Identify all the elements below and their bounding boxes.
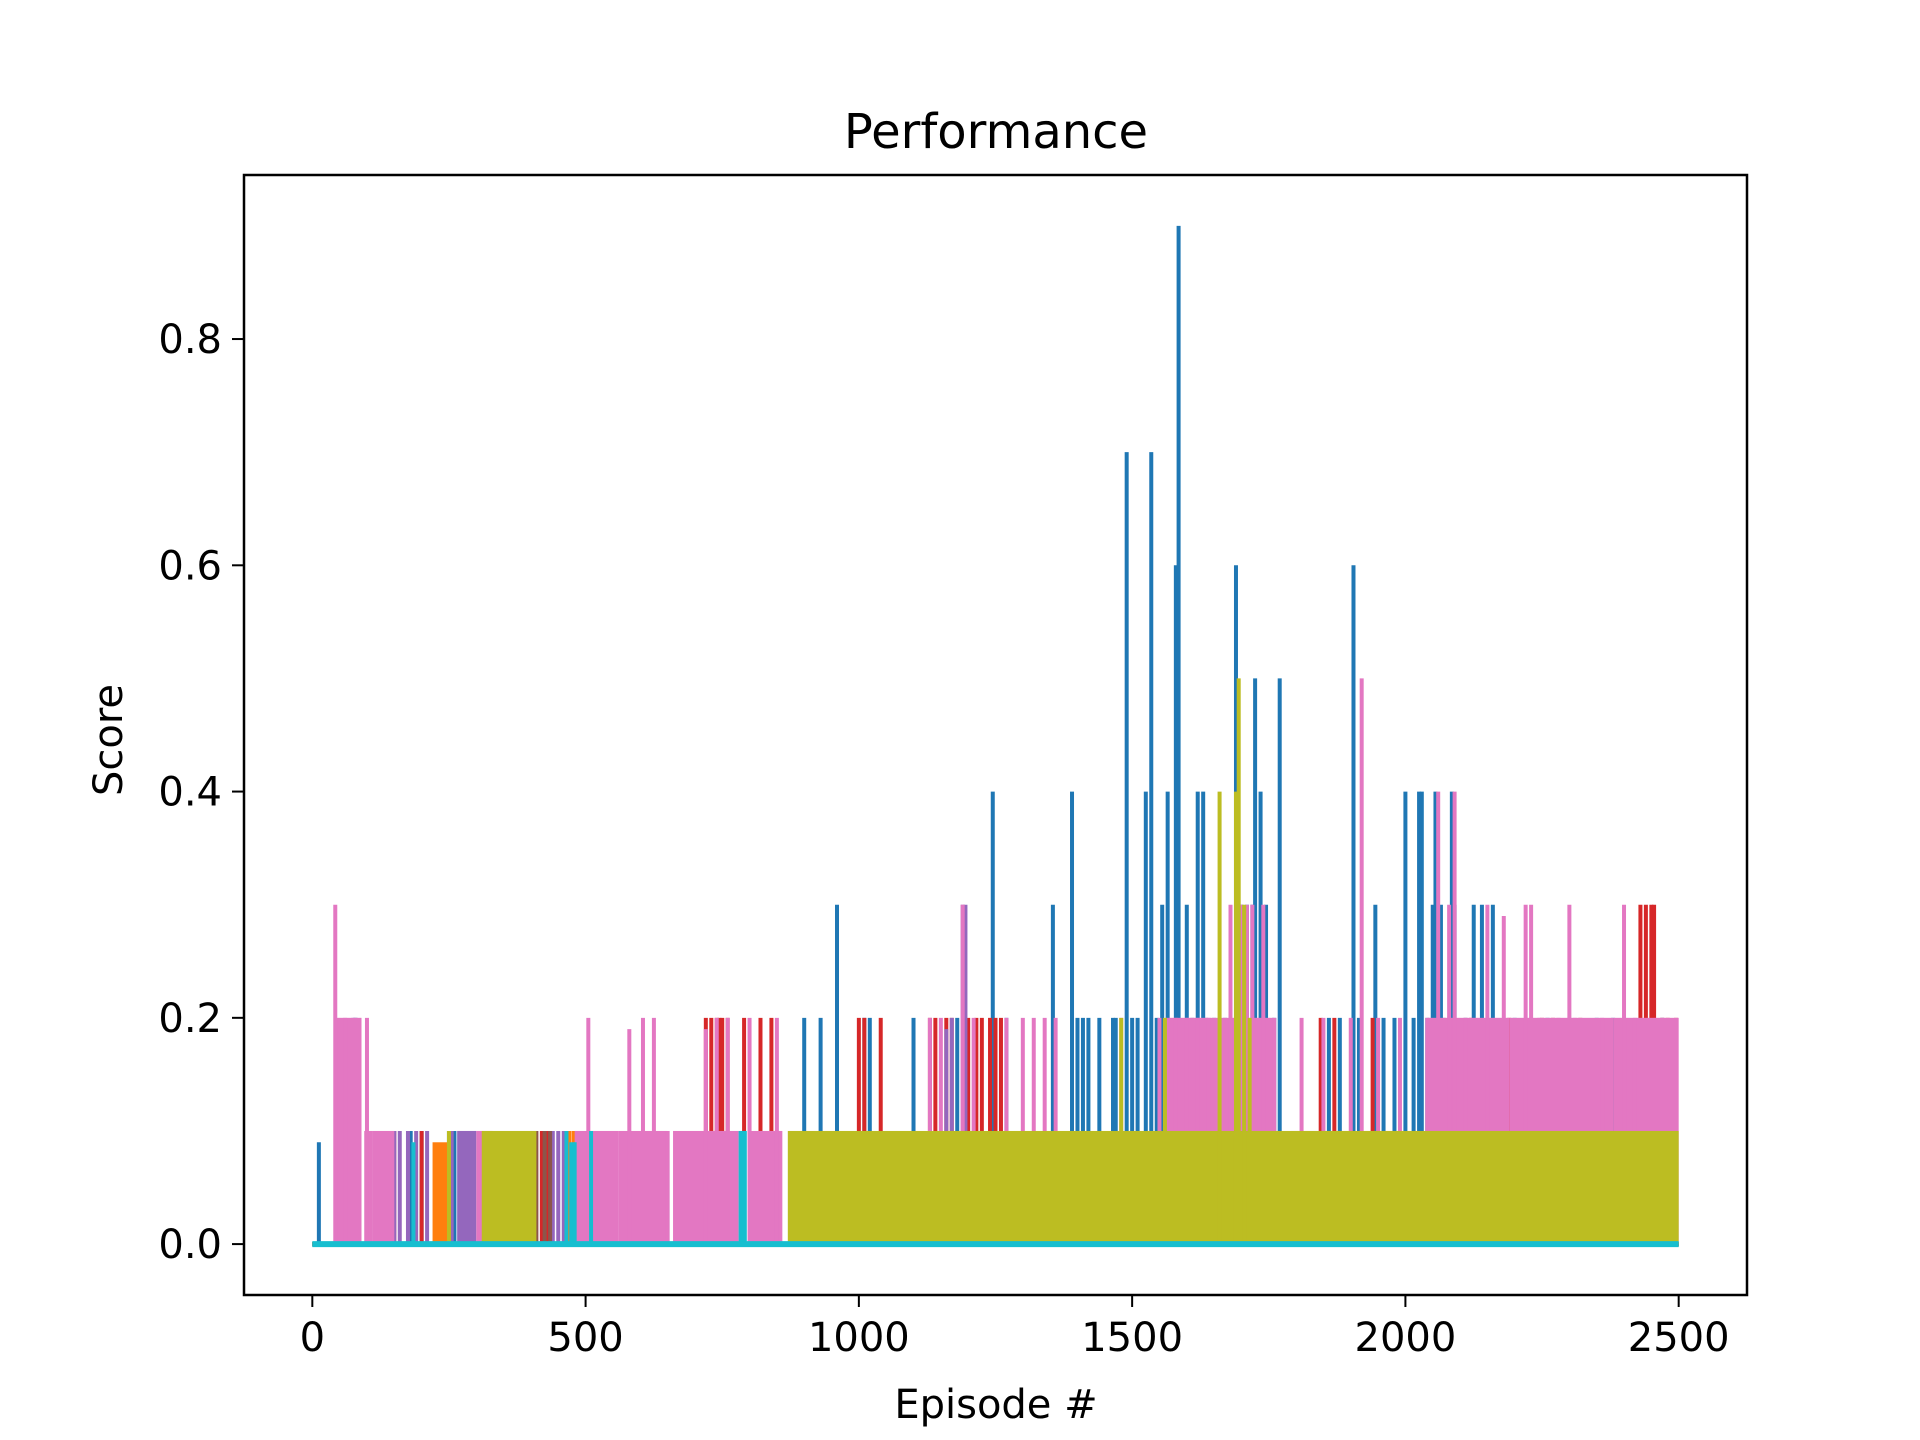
series-6-band-2	[372, 1130, 395, 1245]
series-6-band-0	[334, 1017, 362, 1245]
chart-title: Performance	[844, 104, 1148, 160]
x-tick-label-5: 2500	[1628, 1315, 1730, 1361]
y-tick-label-0: 0.0	[158, 1222, 222, 1268]
series-6-band-6	[673, 1130, 706, 1245]
x-tick-label-1: 500	[547, 1315, 623, 1361]
x-axis: 0 500 1000 1500 2000 2500	[300, 1295, 1730, 1361]
series-8-band-1	[787, 1130, 1679, 1245]
series-6-band-7	[705, 1130, 739, 1245]
x-tick-label-3: 1500	[1081, 1315, 1183, 1361]
series-9-band-0	[569, 1142, 575, 1245]
series-9	[312, 1130, 1679, 1248]
y-tick-label-4: 0.8	[158, 317, 222, 363]
x-tick-label-4: 2000	[1355, 1315, 1457, 1361]
x-axis-label: Episode #	[894, 1382, 1097, 1428]
series-8-band-0	[481, 1130, 537, 1245]
x-tick-label-2: 1000	[808, 1315, 910, 1361]
y-tick-label-1: 0.2	[158, 996, 222, 1042]
y-axis-label: Score	[86, 684, 132, 796]
y-tick-label-2: 0.4	[158, 770, 222, 816]
series-9-band-1	[738, 1130, 747, 1245]
plot-frame	[242, 173, 1749, 1297]
series-1-band-0	[432, 1142, 449, 1245]
series-6-band-4	[574, 1130, 619, 1245]
y-tick-label-3: 0.6	[158, 543, 222, 589]
plot-area	[312, 225, 1679, 1248]
series-8	[312, 678, 1679, 1247]
x-tick-label-0: 0	[300, 1315, 325, 1361]
y-axis: 0.0 0.2 0.4 0.6 0.8	[158, 317, 244, 1268]
series-4-band-0	[457, 1130, 477, 1245]
